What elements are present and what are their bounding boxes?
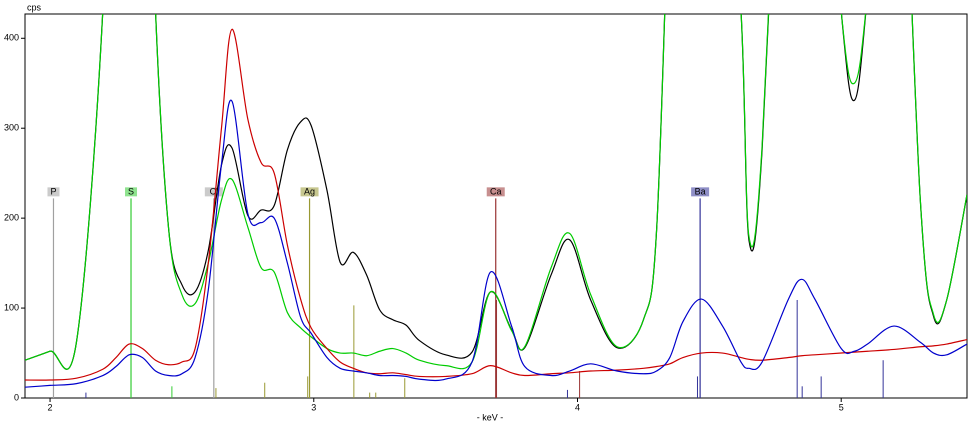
marker-box	[691, 187, 710, 197]
marker-box	[204, 187, 223, 197]
marker-box	[125, 187, 138, 197]
marker-label: P	[50, 186, 56, 196]
x-tick-label: 4	[575, 402, 580, 412]
y-axis-label: cps	[27, 2, 42, 12]
spectrum-line	[25, 14, 967, 370]
marker-box	[300, 187, 319, 197]
y-tick-label: 100	[4, 302, 19, 312]
marker-label: Cl	[210, 186, 219, 196]
y-tick-label: 200	[4, 213, 19, 223]
spectrum-line	[25, 99, 967, 388]
marker-box	[47, 187, 60, 197]
x-tick-label: 2	[48, 402, 53, 412]
marker-label: Ag	[304, 186, 315, 196]
marker-label: Ba	[695, 186, 706, 196]
marker-label: Ca	[490, 186, 502, 196]
x-axis-label: - keV -	[477, 412, 504, 422]
spectrum-line	[25, 28, 967, 381]
x-tick-label: 3	[311, 402, 316, 412]
y-tick-label: 0	[14, 392, 19, 402]
y-tick-label: 400	[4, 33, 19, 43]
marker-box	[486, 187, 505, 197]
y-tick-label: 300	[4, 123, 19, 133]
plot-area: P S Cl Ag Ca Ba	[25, 14, 967, 398]
marker-label: S	[128, 186, 134, 196]
x-tick-label: 5	[839, 402, 844, 412]
